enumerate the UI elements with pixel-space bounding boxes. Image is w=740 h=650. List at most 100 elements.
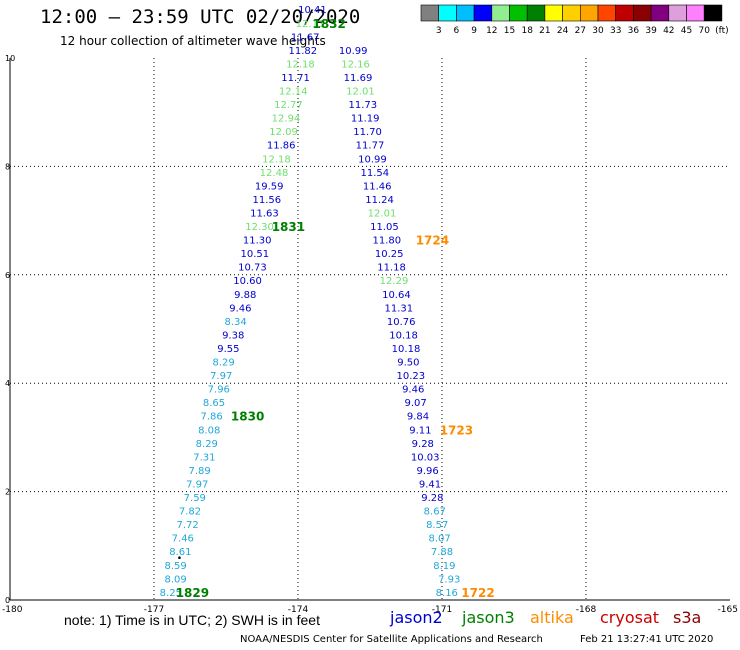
wave-height-point: 9.88 xyxy=(234,290,256,301)
pass-time-label: 1829 xyxy=(176,586,209,600)
stray-dot xyxy=(178,556,181,560)
wave-height-point: 11.56 xyxy=(252,195,281,206)
wave-height-point: 12.09 xyxy=(269,127,298,138)
scale-swatch xyxy=(703,4,723,22)
wave-height-point: 12.29 xyxy=(380,276,409,287)
wave-height-point: 12.48 xyxy=(260,168,289,179)
scale-label: 21 xyxy=(539,26,550,36)
scale-label: 18 xyxy=(521,26,533,36)
scale-swatch xyxy=(473,4,493,22)
wave-height-point: 11.73 xyxy=(348,100,377,111)
wave-height-point: 9.38 xyxy=(222,330,244,341)
wave-height-point: 9.55 xyxy=(217,344,239,355)
wave-height-point: 12.94 xyxy=(272,114,301,125)
wave-height-point: 11.70 xyxy=(353,127,382,138)
wave-height-point: 8.65 xyxy=(203,398,225,409)
chart-title: 12:00 – 23:59 UTC 02/20/2020 xyxy=(40,6,361,28)
scale-swatch xyxy=(491,4,510,22)
wave-height-point: 7.88 xyxy=(431,547,453,558)
wave-height-point: 10.03 xyxy=(411,452,440,463)
wave-height-point: 11.46 xyxy=(363,181,392,192)
scale-swatch xyxy=(633,4,652,22)
wave-height-point: 10.18 xyxy=(389,330,418,341)
scale-swatch xyxy=(509,4,528,22)
wave-height-point: 8.25 xyxy=(160,588,182,599)
wave-height-point: 11.54 xyxy=(360,168,389,179)
wave-height-point: 12.16 xyxy=(341,59,370,70)
scale-label: 33 xyxy=(610,26,621,36)
scale-label: 15 xyxy=(504,26,515,36)
y-tick-label: 0 xyxy=(5,596,10,605)
pass-time-label: 1832 xyxy=(312,17,345,31)
x-tick-label: -174 xyxy=(288,605,309,615)
y-tick-label: 6 xyxy=(5,271,10,280)
note-text: note: 1) Time is in UTC; 2) SWH is in fe… xyxy=(64,612,320,628)
scale-label: 6 xyxy=(454,26,460,36)
wave-height-point: 11.86 xyxy=(267,141,296,152)
pass-time-label: 1830 xyxy=(231,410,264,424)
wave-height-point: 8.57 xyxy=(426,520,448,531)
wave-height-point: 9.28 xyxy=(421,493,443,504)
wave-height-point: 8.29 xyxy=(196,439,218,450)
wave-height-point: 7.89 xyxy=(188,466,210,477)
wave-height-point: 10.99 xyxy=(358,154,387,165)
wave-height-point: 10.99 xyxy=(339,46,368,57)
scale-swatch xyxy=(562,4,581,22)
x-tick-label: -177 xyxy=(144,605,164,615)
y-tick-label: 8 xyxy=(5,162,10,171)
wave-height-point: 12.30 xyxy=(245,222,274,233)
scale-swatch xyxy=(650,4,670,22)
legend-s3a: s3a xyxy=(673,608,702,627)
wave-height-point: 8.09 xyxy=(164,574,186,585)
scale-label: (ft) xyxy=(715,26,729,36)
wave-height-point: 12.13 xyxy=(296,19,325,30)
wave-height-point: 9.07 xyxy=(404,398,426,409)
pass-time-label: 1831 xyxy=(272,220,305,234)
wave-height-point: 7.97 xyxy=(186,479,208,490)
scale-swatch xyxy=(686,4,705,22)
wave-height-point: 8.34 xyxy=(224,317,246,328)
wave-height-point: 12.77 xyxy=(274,100,303,111)
wave-height-point: 11.77 xyxy=(356,141,385,152)
wave-height-point: 11.24 xyxy=(365,195,394,206)
wave-height-point: 7.31 xyxy=(193,452,215,463)
scale-swatch xyxy=(579,4,599,22)
scale-label: 39 xyxy=(645,26,657,36)
y-tick-label: 10 xyxy=(5,54,15,63)
scale-label: 3 xyxy=(436,26,442,36)
wave-height-point: 10.76 xyxy=(387,317,416,328)
scale-label: 27 xyxy=(575,26,586,36)
wave-height-point: 8.59 xyxy=(164,561,186,572)
wave-height-point: 8.07 xyxy=(428,534,450,545)
wave-height-point: 11.67 xyxy=(291,32,320,43)
x-tick-label: -168 xyxy=(576,605,597,615)
wave-height-point: 7.72 xyxy=(176,520,198,531)
footer-credit: NOAA/NESDIS Center for Satellite Applica… xyxy=(240,634,543,645)
scale-swatch xyxy=(438,4,457,22)
x-tick-label: -180 xyxy=(2,605,23,615)
pass-time-label: 1723 xyxy=(440,423,473,437)
scale-label: 42 xyxy=(663,26,674,36)
scale-label: 12 xyxy=(486,26,497,36)
legend-altika: altika xyxy=(530,608,574,627)
wave-height-point: 8.08 xyxy=(198,425,220,436)
pass-time-label: 1722 xyxy=(461,586,494,600)
scale-label: 36 xyxy=(628,26,640,36)
scale-swatch xyxy=(668,4,687,22)
wave-height-point: 11.30 xyxy=(243,236,272,247)
wave-height-point: 9.50 xyxy=(397,358,419,369)
wave-height-point: 8.16 xyxy=(436,588,458,599)
wave-height-point: 11.63 xyxy=(250,208,279,219)
wave-height-point: 12.18 xyxy=(286,59,315,70)
wave-height-point: 10.51 xyxy=(240,249,269,260)
wave-height-point: 10.41 xyxy=(298,5,327,16)
wave-height-point: 8.19 xyxy=(433,561,455,572)
x-tick-label: -171 xyxy=(432,605,452,615)
legend-jason2: jason2 xyxy=(390,608,443,627)
y-tick-label: 4 xyxy=(5,379,10,388)
wave-height-point: 7.96 xyxy=(208,385,230,396)
wave-height-point: 12.14 xyxy=(279,87,308,98)
wave-height-point: 11.80 xyxy=(372,236,401,247)
wave-height-point: 12.01 xyxy=(346,87,375,98)
